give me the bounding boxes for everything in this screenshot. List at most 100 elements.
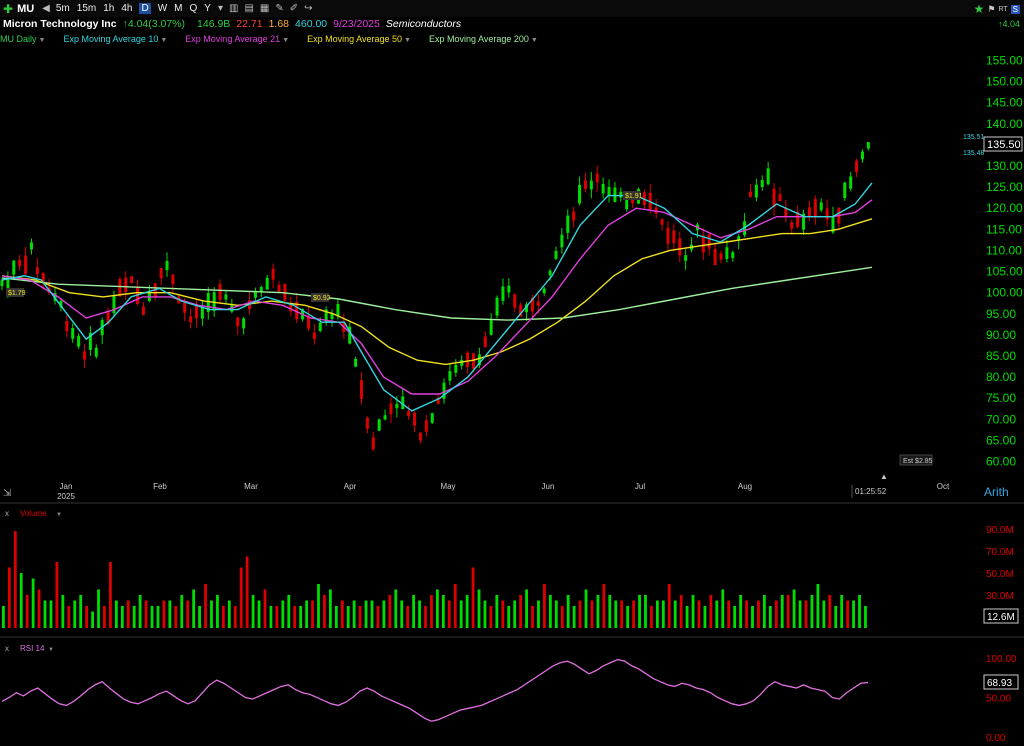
candle-body [813, 199, 817, 218]
candle-body [713, 248, 717, 266]
study-caret-icon[interactable]: ▼ [160, 37, 168, 44]
dividend-tag [623, 191, 641, 200]
month-label: Aug [738, 482, 752, 491]
study-3[interactable]: Exp Moving Average 50 ▼ [307, 34, 420, 44]
speaker-icon[interactable]: ◀ [42, 3, 50, 14]
interval-y[interactable]: Y [204, 3, 211, 14]
study-4[interactable]: Exp Moving Average 200 ▼ [429, 34, 547, 44]
candle-body [35, 267, 39, 274]
dividend-label: $1.91 [625, 193, 643, 200]
candle-body [466, 352, 470, 368]
price-tick-label: 65.00 [986, 433, 1016, 447]
candle-body [778, 194, 782, 202]
interval-d[interactable]: D [139, 3, 151, 14]
studies-icon[interactable]: ▤ [244, 3, 254, 14]
interval-1h[interactable]: 1h [103, 3, 115, 14]
candle-body [71, 327, 75, 339]
volume-bar [186, 600, 190, 628]
candle-body [831, 215, 835, 233]
candle-body [265, 277, 269, 290]
candle-body [206, 293, 210, 312]
volume-bar [774, 600, 778, 628]
interval-q[interactable]: Q [189, 3, 198, 14]
plus-icon[interactable]: ✚ [3, 1, 14, 16]
volume-bar [757, 600, 760, 628]
interval-w[interactable]: W [157, 3, 168, 14]
edit-icon[interactable]: ✐ [289, 3, 299, 14]
candle-body [271, 268, 275, 280]
layout-icon[interactable]: ▦ [259, 3, 270, 14]
candle-body [796, 211, 800, 228]
interval-15m[interactable]: 15m [76, 3, 97, 14]
study-caret-icon[interactable]: ▼ [404, 37, 411, 44]
candle-body [112, 295, 116, 314]
candle-body [678, 238, 682, 256]
chart-type-icon[interactable]: ▥ [229, 3, 239, 14]
symbol-input[interactable]: MU [17, 2, 35, 15]
month-label: Apr [344, 482, 357, 491]
volume-bar [453, 584, 457, 628]
rsi-close-icon: x [5, 644, 9, 653]
volume-bar [31, 578, 35, 628]
interval-m[interactable]: M [174, 3, 183, 14]
volume-bar [733, 606, 737, 628]
study-caret-icon[interactable]: ▼ [38, 37, 46, 44]
interval-4h[interactable]: 4h [121, 3, 133, 14]
volume-bar [489, 606, 493, 628]
candle-body [24, 255, 28, 274]
study-caret-icon[interactable]: ▼ [282, 37, 290, 44]
candle-body [507, 285, 511, 293]
candle-body [684, 255, 688, 261]
candle-body [619, 191, 623, 198]
volume-bar [644, 595, 647, 628]
study-0[interactable]: MU Daily ▼ [0, 34, 54, 44]
candle-body [572, 211, 576, 221]
volume-bar [180, 595, 184, 628]
month-label: Oct [937, 482, 950, 491]
candle-body [124, 277, 128, 293]
price-tick-label: 155.00 [986, 53, 1023, 67]
draw-icon[interactable]: ✎ [275, 3, 284, 14]
study-caret-icon[interactable]: ▼ [530, 37, 538, 44]
volume-bar [174, 606, 178, 628]
volume-bar [578, 600, 582, 628]
candle-body [83, 351, 87, 360]
volume-bar [572, 606, 576, 628]
volume-bar [602, 584, 606, 628]
candle-body [365, 417, 369, 429]
interval-5m[interactable]: 5m [55, 3, 70, 14]
candle-body [59, 301, 63, 308]
company-name: Micron Technology Inc [3, 18, 117, 30]
volume-tick-label: 70.0M [986, 547, 1014, 558]
price-tick-label: 110.00 [986, 243, 1022, 257]
market-cap: 146.9B [197, 18, 231, 30]
volume-tick-label: 90.0M [986, 525, 1014, 536]
volume-bar [786, 595, 790, 628]
flag-icon[interactable]: ⚑ [987, 3, 996, 14]
volume-bar [120, 606, 124, 628]
caret-down-icon[interactable]: ▾ [217, 3, 223, 14]
candle-body [6, 276, 10, 295]
candle-body [236, 317, 240, 327]
candle-body [413, 412, 417, 426]
study-1[interactable]: Exp Moving Average 10 ▼ [63, 34, 176, 44]
right-change: ↑4.04 [997, 19, 1020, 29]
sector-icon[interactable]: S [1010, 4, 1020, 14]
volume-bar [269, 606, 273, 628]
volume-bar [287, 595, 291, 628]
price-tick-label: 125.00 [986, 180, 1023, 194]
rsi-caret-icon: ▼ [48, 647, 54, 653]
share-icon[interactable]: ↪ [304, 3, 313, 14]
volume-bar [132, 606, 136, 628]
volume-bar [216, 595, 219, 628]
study-2[interactable]: Exp Moving Average 21 ▼ [185, 34, 298, 44]
candle-body [259, 287, 263, 293]
volume-bar [441, 595, 445, 628]
month-label: Jun [542, 482, 555, 491]
candle-body [295, 301, 299, 320]
studies-bar: MU Daily ▼ Exp Moving Average 10 ▼ Exp Movin… [0, 33, 556, 45]
candle-body [383, 415, 387, 420]
volume-bar [751, 606, 754, 628]
star-icon[interactable]: ★ [973, 2, 985, 16]
